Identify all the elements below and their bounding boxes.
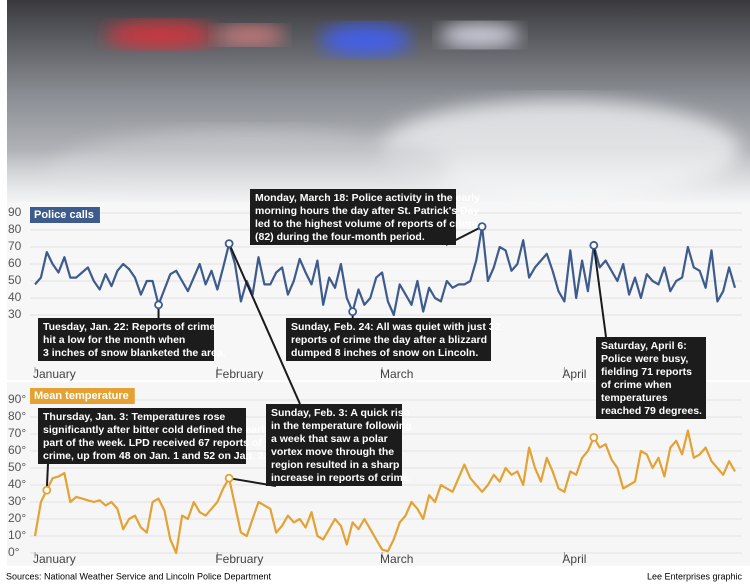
leader-line: [592, 245, 607, 338]
annotation-box: [38, 318, 214, 361]
annotation-text: crime, up from 48 on Jan. 1 and 52 on Ja…: [43, 450, 267, 462]
annotation-text: dumped 8 inches of snow on Lincoln.: [291, 347, 478, 359]
annotation-text: temperatures: [601, 392, 668, 404]
annotation-text: increase in reports of crime.: [271, 472, 412, 484]
title-badge: Police calls: [30, 207, 100, 223]
y-tick-label: 40°: [8, 477, 26, 491]
badge-bg: [30, 388, 135, 404]
y-tick-label: 90: [8, 205, 22, 219]
y-tick-label: 90°: [8, 392, 26, 406]
annotation-box: [596, 337, 706, 419]
y-tick-label: 30°: [8, 494, 26, 508]
annotation-text: in the temperature following: [271, 420, 412, 432]
credit: Lee Enterprises graphic: [647, 571, 743, 581]
annotation-text: Sunday, Feb. 24: All was quiet with just…: [291, 321, 501, 333]
annotation-text: hit a low for the month when: [43, 334, 185, 346]
y-tick-label: 70°: [8, 426, 26, 440]
x-tick-label: January: [33, 552, 76, 566]
y-tick-label: 60°: [8, 443, 26, 457]
annotation-box: [286, 318, 491, 361]
highlight-point: [589, 432, 599, 442]
y-tick-label: 80: [8, 222, 22, 236]
y-tick-label: 30: [8, 307, 22, 321]
x-tick-label: April: [562, 367, 586, 381]
data-line: [34, 225, 737, 317]
annotation-text: significantly after bitter cold defined …: [43, 424, 270, 436]
title-badge: Mean temperature: [30, 388, 135, 404]
y-tick-label: 60: [8, 256, 22, 270]
highlight-point: [224, 239, 234, 249]
annotation-text: 3 inches of snow blanketed the area.: [43, 347, 226, 359]
annotation-box: [250, 189, 456, 245]
annotation-box: [266, 404, 402, 486]
annotation-text: led to the highest volume of reports of …: [255, 218, 477, 230]
chart-title: Police calls: [34, 209, 94, 221]
annotation-text: region resulted in a sharp: [271, 459, 399, 471]
x-tick-label: February: [215, 552, 263, 566]
annotation-text: Monday, March 18: Police activity in the…: [255, 192, 480, 204]
highlight-point: [348, 307, 358, 317]
source: Sources: National Weather Service and Li…: [6, 571, 271, 581]
annotation-text: of crime when: [601, 379, 672, 391]
annotation-text: (82) during the four-month period.: [255, 231, 425, 243]
x-tick-label: January: [33, 367, 76, 381]
annotation-text: a week that saw a polar: [271, 433, 388, 445]
badge-bg: [30, 207, 100, 223]
y-tick-label: 50: [8, 273, 22, 287]
annotation-text: reports of crime the day after a blizzar…: [291, 334, 487, 346]
y-tick-label: 80°: [8, 409, 26, 423]
annotation-text: Police were busy,: [601, 353, 688, 365]
highlight-point: [154, 300, 163, 310]
chart-title: Mean temperature: [34, 390, 129, 402]
y-tick-label: 50°: [8, 460, 26, 474]
x-tick-label: March: [380, 552, 413, 566]
y-tick-label: 10°: [8, 528, 26, 542]
leader-line: [228, 243, 301, 405]
annotation-text: Thursday, Jan. 3: Temperatures rose: [43, 411, 225, 423]
highlight-point: [224, 473, 234, 483]
y-tick-label: 70: [8, 239, 22, 253]
highlight-point: [42, 485, 52, 495]
annotation-text: vortex move through the: [271, 446, 394, 458]
highlight-point: [589, 240, 599, 250]
y-tick-label: 0°: [8, 545, 20, 559]
highlight-point: [477, 222, 487, 232]
x-tick-label: April: [562, 552, 586, 566]
annotation-text: morning hours the day after St. Patrick'…: [255, 205, 479, 217]
photo: [7, 0, 750, 210]
annotation-text: reached 79 degrees.: [601, 405, 702, 417]
x-tick-label: March: [380, 367, 413, 381]
annotation-text: fielding 71 reports: [601, 366, 692, 378]
x-tick-label: February: [215, 367, 263, 381]
annotation-text: Saturday, April 6:: [601, 340, 687, 352]
y-tick-label: 40: [8, 290, 22, 304]
annotation-text: Sunday, Feb. 3: A quick rise: [271, 407, 410, 419]
annotation-box: [38, 408, 246, 464]
annotation-text: part of the week. LPD received 67 report…: [43, 437, 262, 449]
y-tick-label: 20°: [8, 511, 26, 525]
annotation-text: Tuesday, Jan. 22: Reports of crime: [43, 321, 215, 333]
data-line: [33, 429, 736, 555]
